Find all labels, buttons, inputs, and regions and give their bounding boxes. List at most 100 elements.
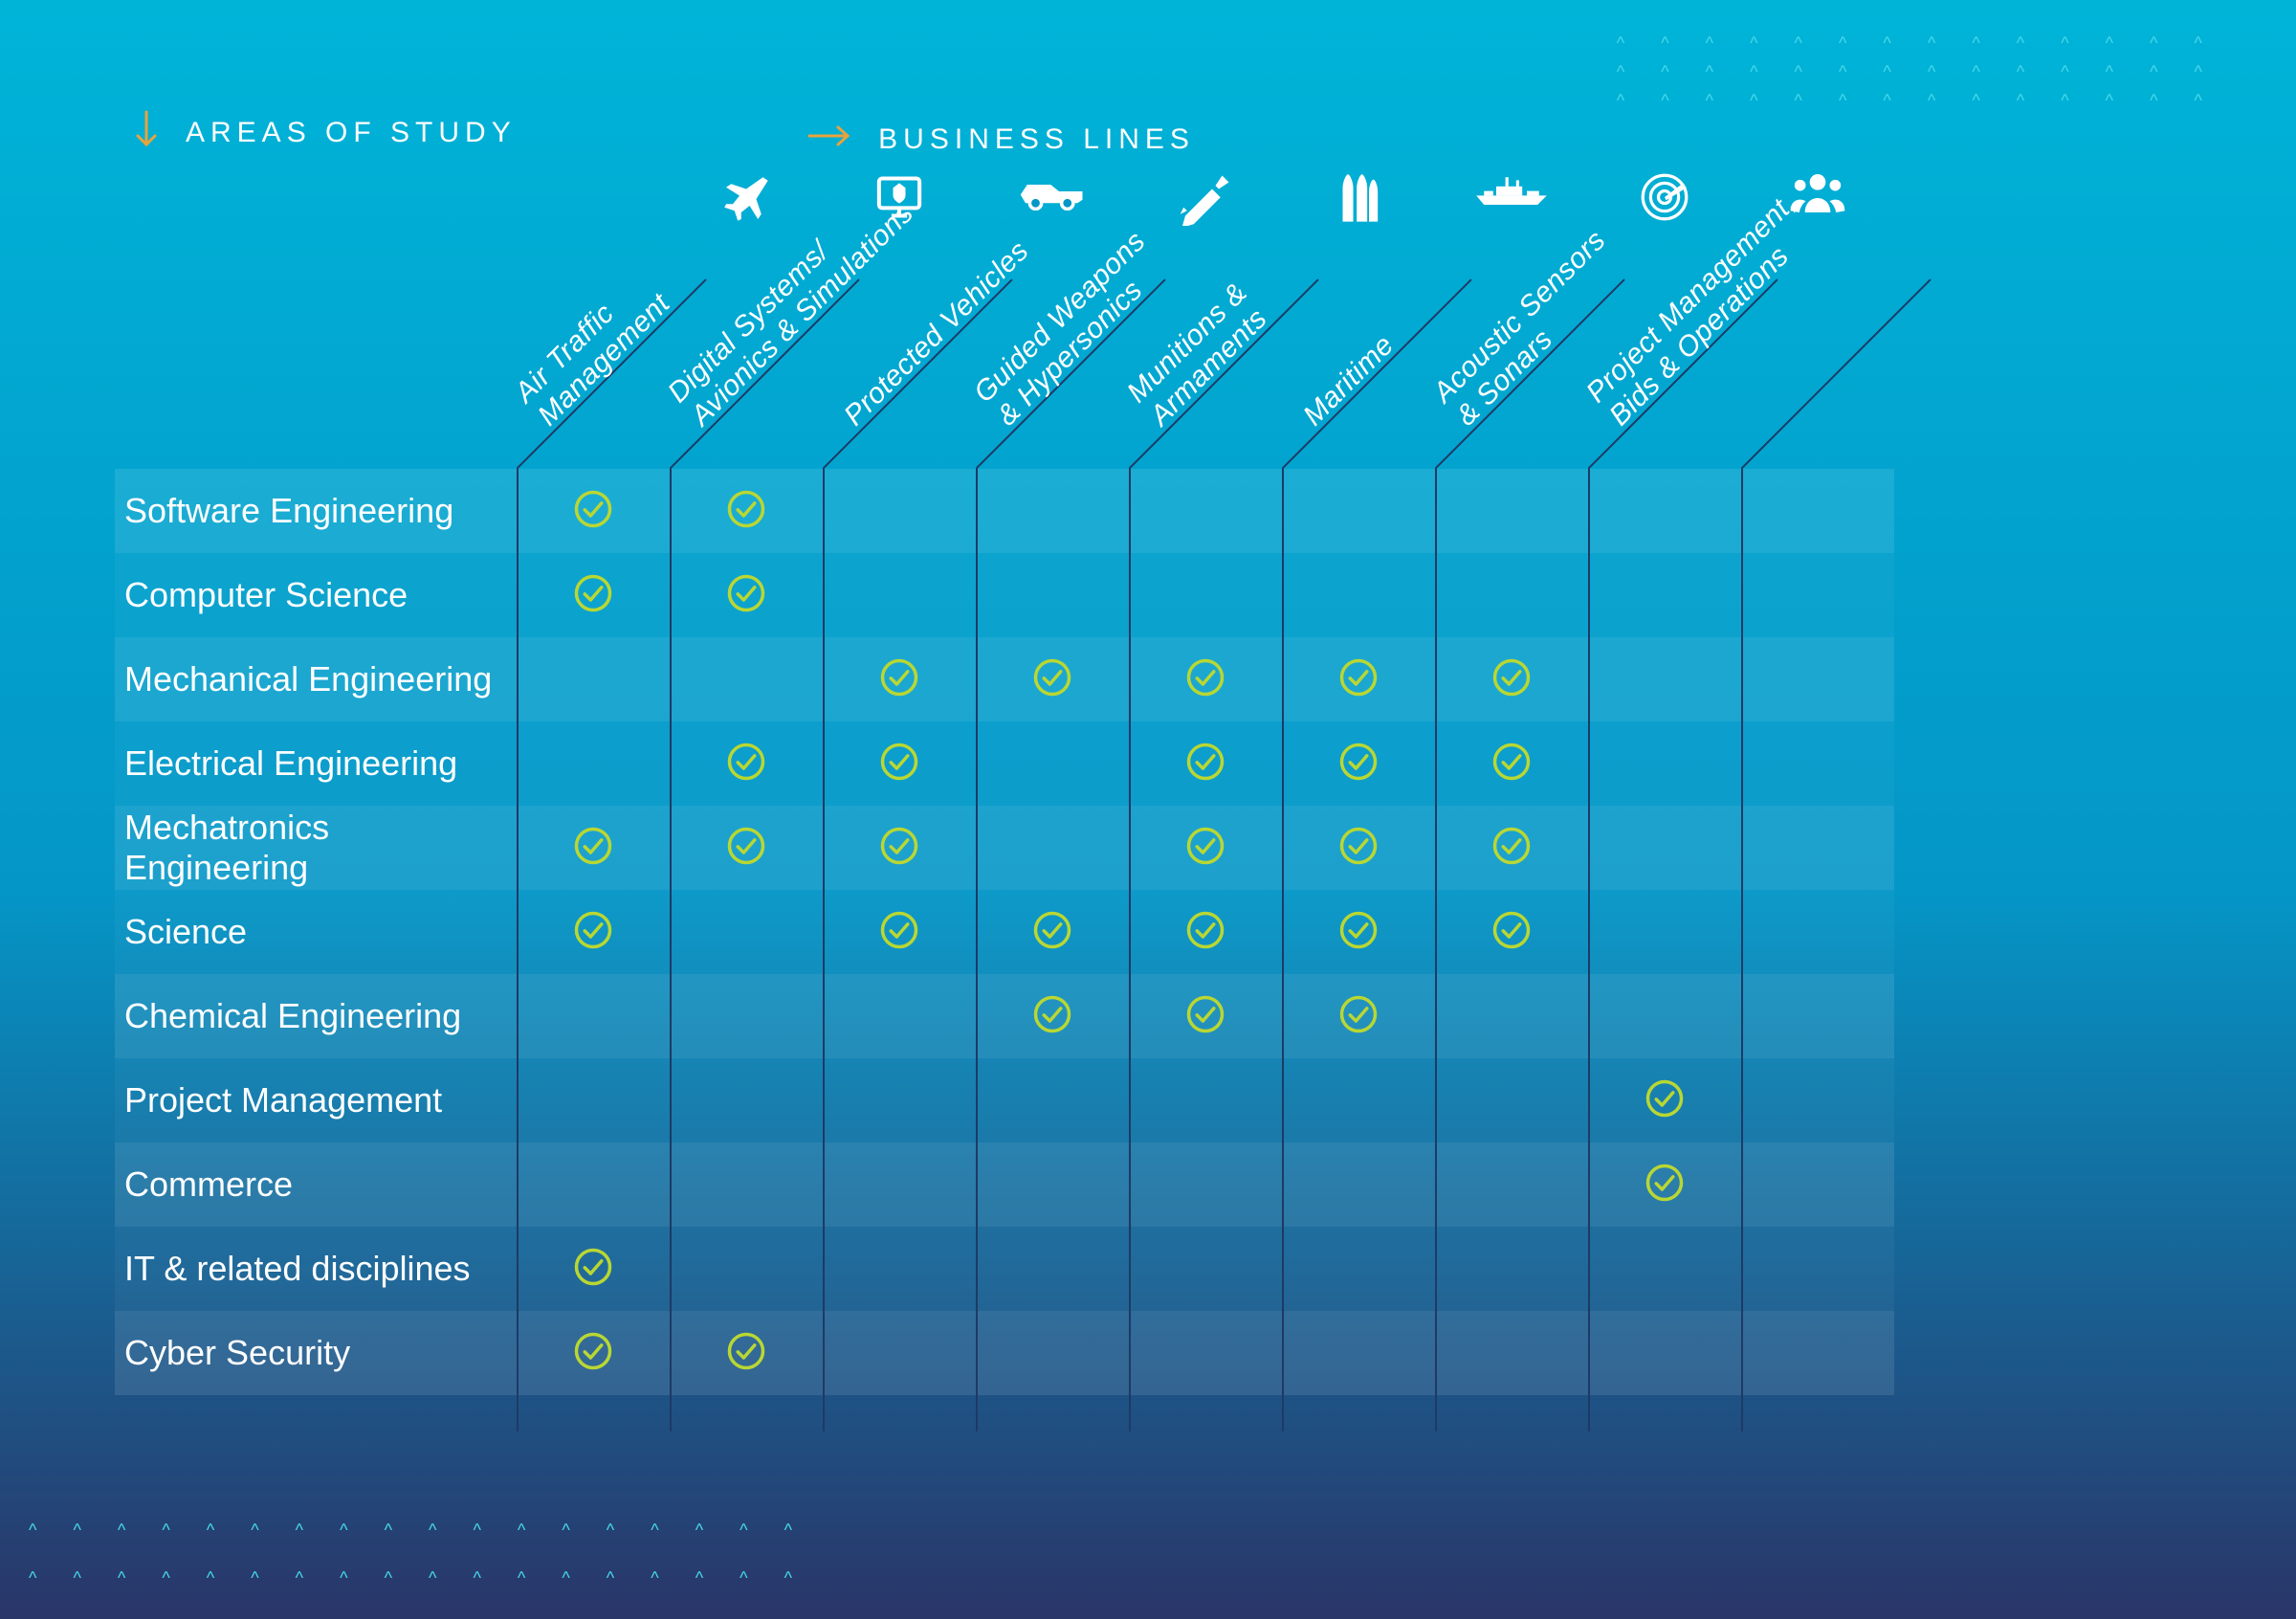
matrix-cell [823, 657, 976, 702]
matrix-table: Software Engineering Computer Science Mech… [115, 469, 1741, 1395]
matrix-cell [823, 742, 976, 787]
check-icon [879, 742, 919, 787]
matrix-cell [1588, 1078, 1741, 1123]
check-icon [1032, 994, 1072, 1039]
row-label: Software Engineering [115, 491, 517, 531]
row-label: Chemical Engineering [115, 996, 517, 1036]
matrix-cell [517, 1247, 670, 1292]
check-icon [1338, 742, 1379, 787]
areas-label-text: AREAS OF STUDY [186, 117, 517, 149]
matrix-cell [1282, 826, 1435, 871]
column-header-line2: Bids & Operations [1603, 211, 1825, 432]
header-labels: AREAS OF STUDY BUSINESS LINES [134, 110, 1195, 156]
check-icon [879, 826, 919, 871]
check-icon [573, 573, 613, 618]
matrix-cell [1282, 910, 1435, 955]
matrix-cell [670, 742, 823, 787]
matrix-cell [1435, 742, 1588, 787]
matrix-cell [517, 489, 670, 534]
business-label-text: BUSINESS LINES [878, 123, 1195, 156]
right-arrow-icon [807, 123, 851, 156]
check-icon [1491, 826, 1532, 871]
check-icon [879, 657, 919, 702]
matrix-cell [517, 573, 670, 618]
matrix-cell [517, 1331, 670, 1376]
row-label: Commerce [115, 1164, 517, 1205]
check-icon [573, 910, 613, 955]
matrix-cell [823, 910, 976, 955]
column-header-line1: Maritime [1297, 329, 1401, 432]
check-icon [573, 1331, 613, 1376]
ammo-icon [1282, 172, 1435, 227]
matrix-cell [1129, 657, 1282, 702]
check-icon [1491, 910, 1532, 955]
table-row: Cyber Security [115, 1311, 1741, 1395]
column-header-atm: Air TrafficManagement [509, 265, 676, 432]
table-row: Science [115, 890, 1741, 974]
table-row: Software Engineering [115, 469, 1741, 553]
check-icon [726, 1331, 766, 1376]
check-icon [726, 742, 766, 787]
table-row: Chemical Engineering [115, 974, 1741, 1058]
matrix-cell [1129, 742, 1282, 787]
check-icon [1338, 657, 1379, 702]
row-label: Mechanical Engineering [115, 659, 517, 699]
check-icon [573, 1247, 613, 1292]
matrix-infographic: ^^^^^^^^^^^^^^ ^^^^^^^^^^^^^^ ^^^^^^^^^^… [0, 0, 2296, 1619]
matrix-cell [670, 573, 823, 618]
matrix-cell [1129, 826, 1282, 871]
table-row: Project Management [115, 1058, 1741, 1142]
check-icon [1338, 910, 1379, 955]
matrix-cell [517, 826, 670, 871]
table-row: Commerce [115, 1142, 1741, 1227]
decorative-caret-grid-bottom: ^^^^^^^^^^^^^^^^^^ ^^^^^^^^^^^^^^^^^^ [29, 1506, 828, 1602]
matrix-cell [823, 826, 976, 871]
row-label: IT & related disciplines [115, 1249, 517, 1289]
matrix-cell [670, 826, 823, 871]
check-icon [879, 910, 919, 955]
matrix-cell [976, 657, 1129, 702]
table-row: Computer Science [115, 553, 1741, 637]
row-label: Cyber Security [115, 1333, 517, 1373]
matrix-cell [1282, 657, 1435, 702]
check-icon [1338, 826, 1379, 871]
areas-of-study-header: AREAS OF STUDY [134, 110, 517, 156]
row-label: Project Management [115, 1080, 517, 1120]
table-row: Mechatronics Engineering [115, 806, 1741, 890]
missile-icon [1129, 172, 1282, 231]
matrix-cell [1129, 910, 1282, 955]
matrix-cell [517, 910, 670, 955]
check-icon [1185, 994, 1225, 1039]
check-icon [1491, 742, 1532, 787]
matrix-cell [1588, 1163, 1741, 1208]
matrix-cell [1435, 826, 1588, 871]
vehicle-icon [976, 172, 1129, 215]
row-label: Science [115, 912, 517, 952]
row-label: Mechatronics Engineering [115, 808, 517, 888]
check-icon [1645, 1078, 1685, 1123]
check-icon [1185, 657, 1225, 702]
business-lines-header: BUSINESS LINES [807, 123, 1195, 156]
table-row: Electrical Engineering [115, 721, 1741, 806]
row-label: Computer Science [115, 575, 517, 615]
matrix-cell [1129, 994, 1282, 1039]
check-icon [726, 573, 766, 618]
check-icon [1645, 1163, 1685, 1208]
matrix-cell [1435, 657, 1588, 702]
row-label: Electrical Engineering [115, 743, 517, 784]
matrix-cell [670, 489, 823, 534]
column-header-maritime: Maritime [1297, 329, 1401, 432]
matrix-cell [976, 910, 1129, 955]
plane-icon [670, 172, 823, 231]
matrix-cell [976, 994, 1129, 1039]
check-icon [573, 826, 613, 871]
matrix-cell [1435, 910, 1588, 955]
check-icon [1338, 994, 1379, 1039]
check-icon [726, 489, 766, 534]
down-arrow-icon [134, 110, 159, 156]
matrix-cell [670, 1331, 823, 1376]
table-row: IT & related disciplines [115, 1227, 1741, 1311]
matrix-cell [1282, 742, 1435, 787]
check-icon [1491, 657, 1532, 702]
matrix-cell [1282, 994, 1435, 1039]
